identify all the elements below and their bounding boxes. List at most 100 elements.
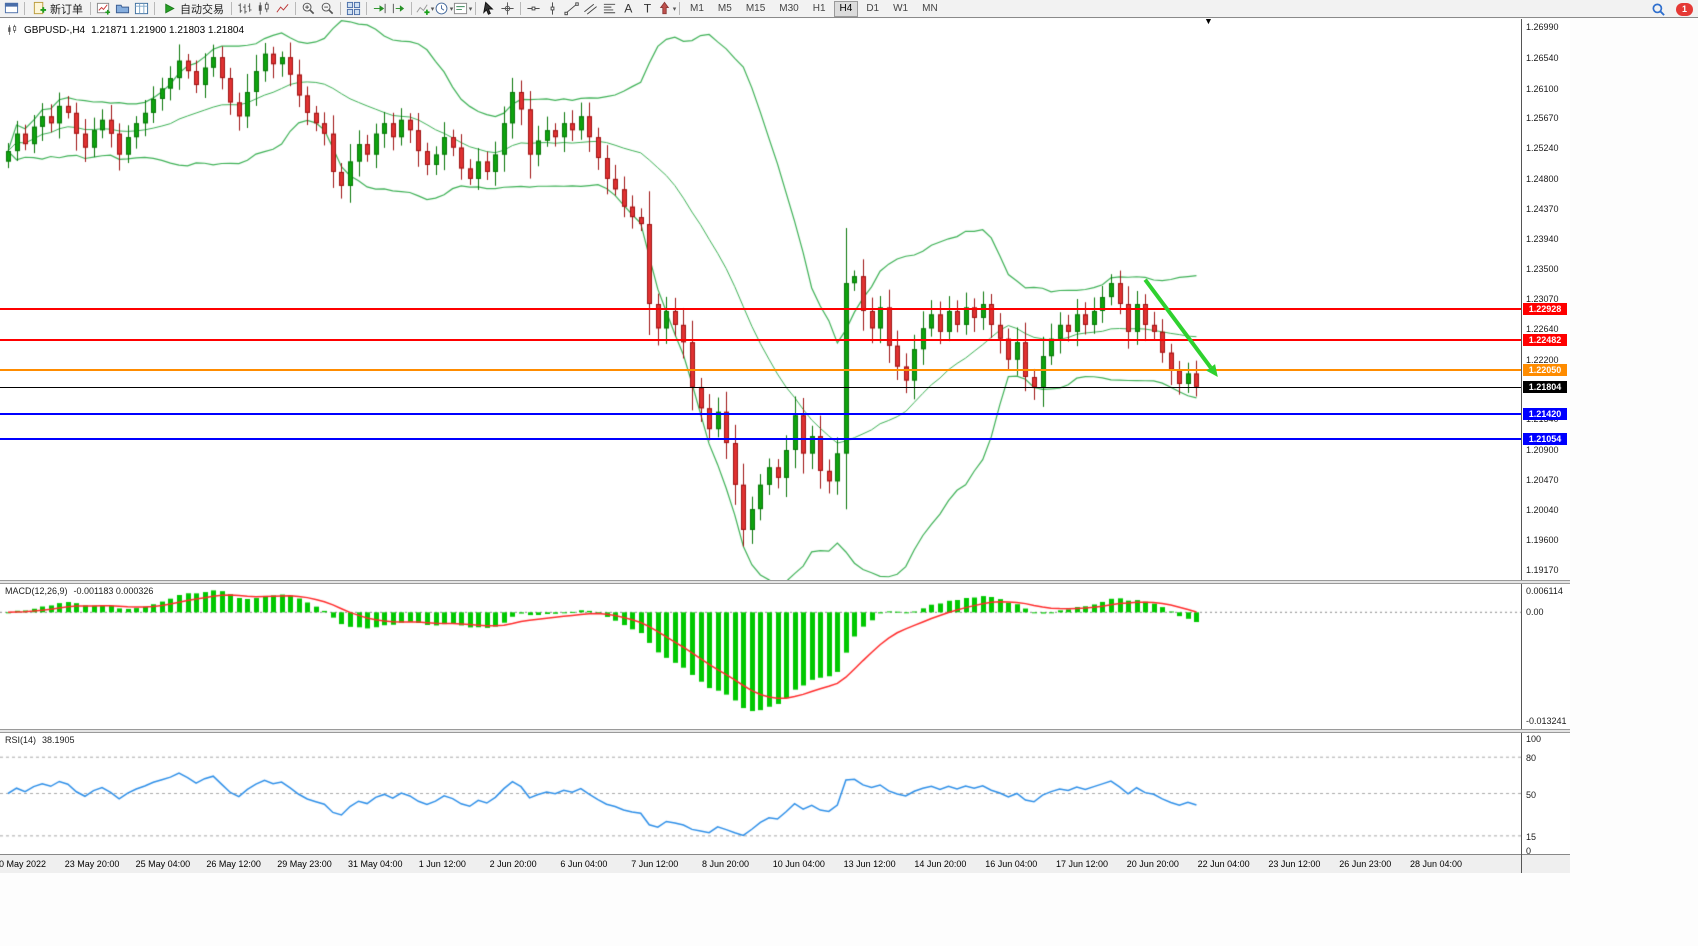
- chart-shift-marker[interactable]: ▼: [1204, 19, 1213, 26]
- price-axis-label: 1.19170: [1526, 565, 1559, 576]
- panel-separator[interactable]: [0, 580, 1570, 584]
- horizontal-level-line[interactable]: [0, 412, 1521, 415]
- dropdown-caret-icon[interactable]: ▾: [430, 5, 435, 13]
- profiles-icon: [115, 1, 130, 16]
- price-axis-label: 1.23500: [1526, 264, 1559, 275]
- bar-chart-icon[interactable]: [235, 1, 254, 17]
- level-price-tag: 1.21054: [1523, 433, 1567, 446]
- macd-values: -0.001183 0.000326: [73, 586, 154, 596]
- timeframe-w1-button[interactable]: W1: [893, 2, 909, 14]
- periods-icon[interactable]: ▾: [434, 1, 453, 17]
- trendline-icon[interactable]: [562, 1, 581, 17]
- auto-scroll-icon[interactable]: [370, 1, 389, 17]
- terminal-icon[interactable]: [2, 1, 21, 17]
- horizontal-level-line[interactable]: [0, 369, 1521, 372]
- autotrade-button[interactable]: 自动交易: [158, 1, 228, 17]
- data-window-icon[interactable]: [132, 1, 151, 17]
- symbol-period-label: GBPUSD-,H4: [24, 24, 86, 36]
- time-axis-label: 23 May 20:00: [64, 859, 120, 869]
- arrows-icon[interactable]: ▾: [657, 1, 676, 17]
- new-chart-icon[interactable]: [94, 1, 113, 17]
- timeframe-h4-button[interactable]: H4: [833, 0, 859, 17]
- vertical-line-icon: [545, 1, 560, 16]
- toolbar-separator: [520, 2, 521, 15]
- zoom-in-icon: [301, 1, 316, 16]
- crosshair-icon[interactable]: [498, 1, 517, 17]
- dropdown-caret-icon[interactable]: ▾: [672, 5, 677, 13]
- cursor-icon[interactable]: [479, 1, 498, 17]
- time-axis[interactable]: 20 May 2022 23 May 20:00 25 May 04:00 26 Ma…: [0, 854, 1570, 873]
- rsi-axis-label: 0: [1526, 846, 1532, 856]
- timeframe-h1-button[interactable]: H1: [812, 2, 826, 14]
- timeframe-m15-button[interactable]: M15: [745, 2, 766, 14]
- trend-arrow[interactable]: [1143, 278, 1213, 369]
- toolbar-separator: [90, 2, 91, 15]
- search-icon[interactable]: [1649, 1, 1668, 17]
- horizontal-level-line[interactable]: [0, 308, 1521, 311]
- line-chart-icon[interactable]: [273, 1, 292, 17]
- price-axis-label: 1.20040: [1526, 504, 1559, 515]
- price-axis-label: 1.26990: [1526, 21, 1559, 32]
- horizontal-level-line[interactable]: [0, 438, 1521, 441]
- profiles-icon[interactable]: [113, 1, 132, 17]
- time-axis-label: 2 Jun 20:00: [489, 859, 537, 869]
- channel-icon[interactable]: [581, 1, 600, 17]
- fibonacci-icon[interactable]: [600, 1, 619, 17]
- time-axis-label: 25 May 04:00: [135, 859, 191, 869]
- price-axis[interactable]: 1.26990 1.26540 1.26100 1.25670 1.25240 1.248…: [1521, 19, 1570, 580]
- new-chart-icon: [96, 1, 111, 16]
- time-axis-label: 7 Jun 12:00: [631, 859, 679, 869]
- chart-shift-icon: [391, 1, 406, 16]
- crosshair-icon: [500, 1, 515, 16]
- toolbar-separator: [295, 2, 296, 15]
- templates-icon[interactable]: ▾: [453, 1, 472, 17]
- level-price-tag: 1.22928: [1523, 303, 1567, 316]
- new-order-button[interactable]: 新订单: [28, 1, 87, 17]
- label-icon[interactable]: T: [638, 1, 657, 17]
- timeframe-m5-button[interactable]: M5: [717, 2, 732, 14]
- time-axis-label: 1 Jun 12:00: [418, 859, 466, 869]
- macd-chart-canvas[interactable]: [0, 584, 1521, 729]
- price-axis-label: 1.22200: [1526, 354, 1559, 365]
- dropdown-caret-icon[interactable]: ▾: [449, 5, 454, 13]
- zoom-in-icon[interactable]: [299, 1, 318, 17]
- data-window-icon: [134, 1, 149, 16]
- rsi-chart-canvas[interactable]: [0, 733, 1521, 854]
- current-price-tag: 1.21804: [1523, 381, 1567, 394]
- current-price-line[interactable]: [0, 386, 1521, 388]
- price-axis-label: 1.26540: [1526, 52, 1559, 63]
- chart-shift-icon[interactable]: [389, 1, 408, 17]
- timeframe-d1-button[interactable]: D1: [866, 2, 880, 14]
- horizontal-level-line[interactable]: [0, 339, 1521, 342]
- templates-icon: [453, 1, 468, 16]
- price-axis-label: 1.20900: [1526, 445, 1559, 455]
- notification-badge[interactable]: 1: [1676, 2, 1693, 16]
- candlestick-chart-canvas[interactable]: [0, 19, 1521, 580]
- timeframe-m1-button[interactable]: M1: [690, 2, 704, 14]
- time-axis-label: 28 Jun 04:00: [1410, 859, 1463, 869]
- panel-separator[interactable]: [0, 729, 1570, 733]
- line-chart-icon: [275, 1, 290, 16]
- macd-name: MACD(12,26,9): [5, 586, 68, 596]
- rsi-axis-label: 15: [1526, 831, 1537, 842]
- svg-text:A: A: [624, 2, 633, 16]
- toolbar-separator: [679, 2, 680, 15]
- tile-windows-icon[interactable]: [344, 1, 363, 17]
- macd-axis-max: 0.006114: [1526, 586, 1563, 596]
- price-axis-label: 1.25670: [1526, 113, 1559, 124]
- indicators-icon[interactable]: ▾: [415, 1, 434, 17]
- zoom-out-icon: [320, 1, 335, 16]
- dropdown-caret-icon[interactable]: ▾: [468, 5, 473, 13]
- text-icon[interactable]: A: [619, 1, 638, 17]
- zoom-out-icon[interactable]: [318, 1, 337, 17]
- timeframe-m30-button[interactable]: M30: [779, 2, 799, 14]
- price-axis-label: 1.26100: [1526, 83, 1559, 94]
- time-axis-label: 13 Jun 12:00: [843, 859, 896, 869]
- vertical-line-icon[interactable]: [543, 1, 562, 17]
- timeframe-mn-button[interactable]: MN: [922, 2, 938, 14]
- toolbar-separator: [24, 2, 25, 15]
- toolbar-separator: [411, 2, 412, 15]
- candlestick-chart-icon[interactable]: [254, 1, 273, 17]
- price-axis-label: 1.24370: [1526, 203, 1559, 214]
- horizontal-line-icon[interactable]: [524, 1, 543, 17]
